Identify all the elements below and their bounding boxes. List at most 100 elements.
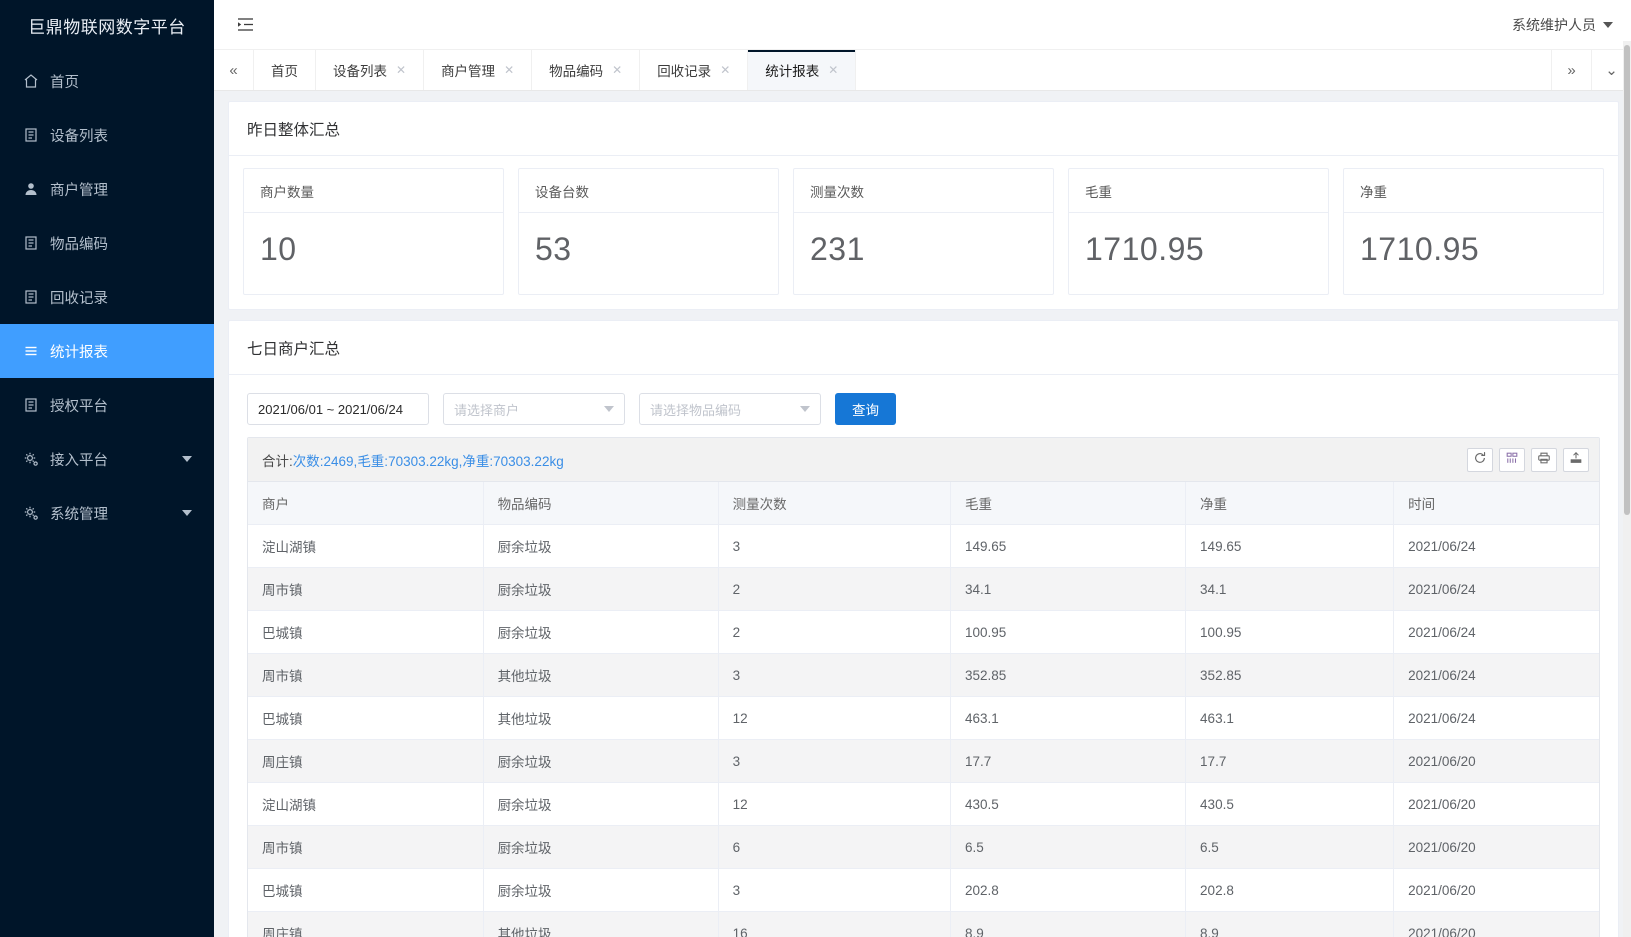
date-range-value: 2021/06/01 ~ 2021/06/24 <box>258 401 403 417</box>
filter-bar: 2021/06/01 ~ 2021/06/24 请选择商户 请选择物品编码 查询 <box>243 387 1604 429</box>
sidebar-item-merchant-management[interactable]: 商户管理 <box>0 162 214 216</box>
tabs-scroll-right-button[interactable]: » <box>1551 50 1591 90</box>
cell-merchant: 周庄镇 <box>248 739 484 783</box>
export-button[interactable] <box>1563 447 1589 472</box>
chevron-down-icon <box>1603 21 1613 28</box>
item-code-select[interactable]: 请选择物品编码 <box>639 393 821 425</box>
cell-measure-count: 3 <box>718 524 951 568</box>
column-header-time[interactable]: 时间 <box>1393 482 1599 525</box>
sidebar-item-label: 物品编码 <box>50 236 108 253</box>
tab-statistics-report[interactable]: 统计报表 ✕ <box>748 50 857 90</box>
column-header-gross-weight[interactable]: 毛重 <box>950 482 1187 525</box>
table-toolbar-actions <box>1467 447 1589 472</box>
close-icon[interactable]: ✕ <box>720 63 731 77</box>
cell-item-code: 厨余垃圾 <box>483 524 719 568</box>
cell-net-weight: 202.8 <box>1185 868 1395 912</box>
table-row[interactable]: 淀山湖镇 厨余垃圾 3 149.65 149.65 2021/06/24 <box>248 524 1599 568</box>
column-header-measure-count[interactable]: 测量次数 <box>718 482 951 525</box>
table-row[interactable]: 周庄镇 厨余垃圾 3 17.7 17.7 2021/06/20 <box>248 739 1599 783</box>
sidebar-item-home[interactable]: 首页 <box>0 54 214 108</box>
cell-time: 2021/06/20 <box>1393 739 1599 783</box>
scrollbar-thumb[interactable] <box>1624 45 1630 515</box>
stat-value: 231 <box>810 231 865 267</box>
merchant-select[interactable]: 请选择商户 <box>443 393 625 425</box>
user-menu[interactable]: 系统维护人员 <box>1512 15 1617 35</box>
table-row[interactable]: 巴城镇 其他垃圾 12 463.1 463.1 2021/06/24 <box>248 696 1599 740</box>
cell-gross-weight: 6.5 <box>950 825 1187 869</box>
table-row[interactable]: 周市镇 厨余垃圾 2 34.1 34.1 2021/06/24 <box>248 567 1599 611</box>
tabs-container: 首页 设备列表 ✕ 商户管理 ✕ 物品编码 ✕ 回收记录 ✕ <box>254 50 1551 90</box>
chevron-down-icon <box>800 406 810 412</box>
cell-time: 2021/06/24 <box>1393 567 1599 611</box>
sidebar-item-item-code[interactable]: 物品编码 <box>0 216 214 270</box>
cell-item-code: 其他垃圾 <box>483 911 719 937</box>
sidebar-item-statistics-report[interactable]: 统计报表 <box>0 324 214 378</box>
cell-measure-count: 3 <box>718 739 951 783</box>
table-row[interactable]: 周市镇 厨余垃圾 6 6.5 6.5 2021/06/20 <box>248 825 1599 869</box>
close-icon[interactable]: ✕ <box>504 63 515 77</box>
vertical-scrollbar[interactable] <box>1623 41 1631 937</box>
cell-time: 2021/06/24 <box>1393 696 1599 740</box>
cell-item-code: 厨余垃圾 <box>483 782 719 826</box>
column-header-item-code[interactable]: 物品编码 <box>483 482 719 525</box>
cell-gross-weight: 430.5 <box>950 782 1187 826</box>
tab-label: 统计报表 <box>765 64 820 79</box>
summary-net: 净重:70303.22kg <box>462 453 564 469</box>
table-row[interactable]: 周市镇 其他垃圾 3 352.85 352.85 2021/06/24 <box>248 653 1599 697</box>
seven-day-report-body: 2021/06/01 ~ 2021/06/24 请选择商户 请选择物品编码 查询 <box>229 375 1618 937</box>
tabs-scroll-left-button[interactable]: « <box>214 50 254 90</box>
stat-gross-weight: 毛重 1710.95 <box>1068 168 1329 295</box>
list-icon <box>22 234 40 252</box>
close-icon[interactable]: ✕ <box>396 63 407 77</box>
tab-recycle-records[interactable]: 回收记录 ✕ <box>640 50 749 90</box>
stat-value: 1710.95 <box>1085 231 1205 267</box>
cell-net-weight: 17.7 <box>1185 739 1395 783</box>
tab-home[interactable]: 首页 <box>254 50 316 90</box>
seven-day-report-title: 七日商户汇总 <box>229 321 1618 375</box>
stat-label: 毛重 <box>1069 169 1328 213</box>
user-icon <box>22 180 40 198</box>
sidebar-item-system-management[interactable]: 系统管理 <box>0 486 214 540</box>
sidebar-menu: 首页 设备列表 商户管理 <box>0 54 214 540</box>
column-settings-button[interactable] <box>1499 447 1525 472</box>
stat-label: 测量次数 <box>794 169 1053 213</box>
close-icon[interactable]: ✕ <box>612 63 623 77</box>
column-settings-icon <box>1505 451 1519 468</box>
content-area: 昨日整体汇总 商户数量 10 设备台数 53 测量次数 231 <box>214 91 1631 937</box>
table-row[interactable]: 巴城镇 厨余垃圾 2 100.95 100.95 2021/06/24 <box>248 610 1599 654</box>
tab-merchant-management[interactable]: 商户管理 ✕ <box>424 50 533 90</box>
tab-label: 回收记录 <box>657 64 712 79</box>
sidebar-item-access-platform[interactable]: 接入平台 <box>0 432 214 486</box>
sidebar-item-label: 商户管理 <box>50 182 108 199</box>
table-toolbar: 合计:次数:2469,毛重:70303.22kg,净重:70303.22kg <box>248 438 1599 482</box>
table-row[interactable]: 淀山湖镇 厨余垃圾 12 430.5 430.5 2021/06/20 <box>248 782 1599 826</box>
collapse-menu-icon[interactable] <box>236 15 255 34</box>
column-header-net-weight[interactable]: 净重 <box>1185 482 1395 525</box>
tab-item-code[interactable]: 物品编码 ✕ <box>532 50 641 90</box>
tabs-dropdown-button[interactable]: ⌄ <box>1591 50 1631 90</box>
summary-prefix: 合计: <box>262 453 293 469</box>
close-icon[interactable]: ✕ <box>828 63 839 77</box>
column-header-merchant[interactable]: 商户 <box>248 482 484 525</box>
yesterday-summary-title: 昨日整体汇总 <box>229 102 1618 156</box>
tab-label: 物品编码 <box>549 64 604 79</box>
yesterday-summary-body: 商户数量 10 设备台数 53 测量次数 231 毛重 <box>229 156 1618 309</box>
gear-icon <box>22 450 40 468</box>
sidebar-item-device-list[interactable]: 设备列表 <box>0 108 214 162</box>
print-button[interactable] <box>1531 447 1557 472</box>
summary-count: 次数:2469, <box>292 453 358 469</box>
table-row[interactable]: 周庄镇 其他垃圾 16 8.9 8.9 2021/06/20 <box>248 911 1599 937</box>
tab-device-list[interactable]: 设备列表 ✕ <box>316 50 425 90</box>
sidebar-item-recycle-records[interactable]: 回收记录 <box>0 270 214 324</box>
sidebar-item-authorization-platform[interactable]: 授权平台 <box>0 378 214 432</box>
date-range-input[interactable]: 2021/06/01 ~ 2021/06/24 <box>247 393 429 425</box>
cell-gross-weight: 17.7 <box>950 739 1187 783</box>
table-row[interactable]: 巴城镇 厨余垃圾 3 202.8 202.8 2021/06/20 <box>248 868 1599 912</box>
query-button[interactable]: 查询 <box>835 393 896 425</box>
home-icon <box>22 72 40 90</box>
report-table: 商户 物品编码 测量次数 毛重 净重 时间 淀山湖镇 <box>248 482 1599 937</box>
refresh-button[interactable] <box>1467 447 1493 472</box>
report-table-wrapper: 合计:次数:2469,毛重:70303.22kg,净重:70303.22kg <box>247 437 1600 937</box>
cell-item-code: 其他垃圾 <box>483 653 719 697</box>
